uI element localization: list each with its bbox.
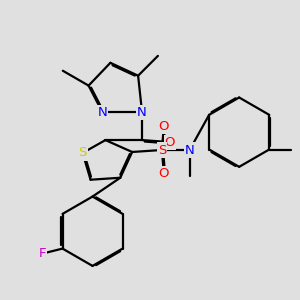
Text: O: O xyxy=(159,120,169,133)
Text: N: N xyxy=(137,106,147,119)
Text: O: O xyxy=(159,167,169,180)
Text: S: S xyxy=(78,146,87,160)
Text: N: N xyxy=(185,143,194,157)
Text: F: F xyxy=(39,247,46,260)
Text: O: O xyxy=(165,136,175,148)
Text: N: N xyxy=(98,106,107,119)
Text: S: S xyxy=(158,143,166,157)
